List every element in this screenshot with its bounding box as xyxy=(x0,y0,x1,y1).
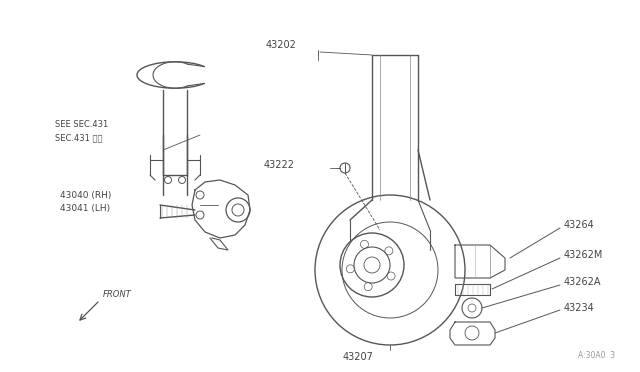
Text: 43041 (LH): 43041 (LH) xyxy=(60,204,110,213)
Text: 43262A: 43262A xyxy=(564,277,602,287)
Text: FRONT: FRONT xyxy=(103,290,132,299)
Text: 43222: 43222 xyxy=(264,160,295,170)
Text: A:30A0  3: A:30A0 3 xyxy=(578,351,615,360)
Text: 43202: 43202 xyxy=(265,40,296,50)
Text: SEE SEC.431: SEE SEC.431 xyxy=(55,120,108,129)
Text: 43234: 43234 xyxy=(564,303,595,313)
Text: 43207: 43207 xyxy=(342,352,373,362)
Text: 43040 (RH): 43040 (RH) xyxy=(60,191,111,200)
Text: SEC.431 参照: SEC.431 参照 xyxy=(55,133,102,142)
Text: 43264: 43264 xyxy=(564,220,595,230)
Text: 43262M: 43262M xyxy=(564,250,604,260)
